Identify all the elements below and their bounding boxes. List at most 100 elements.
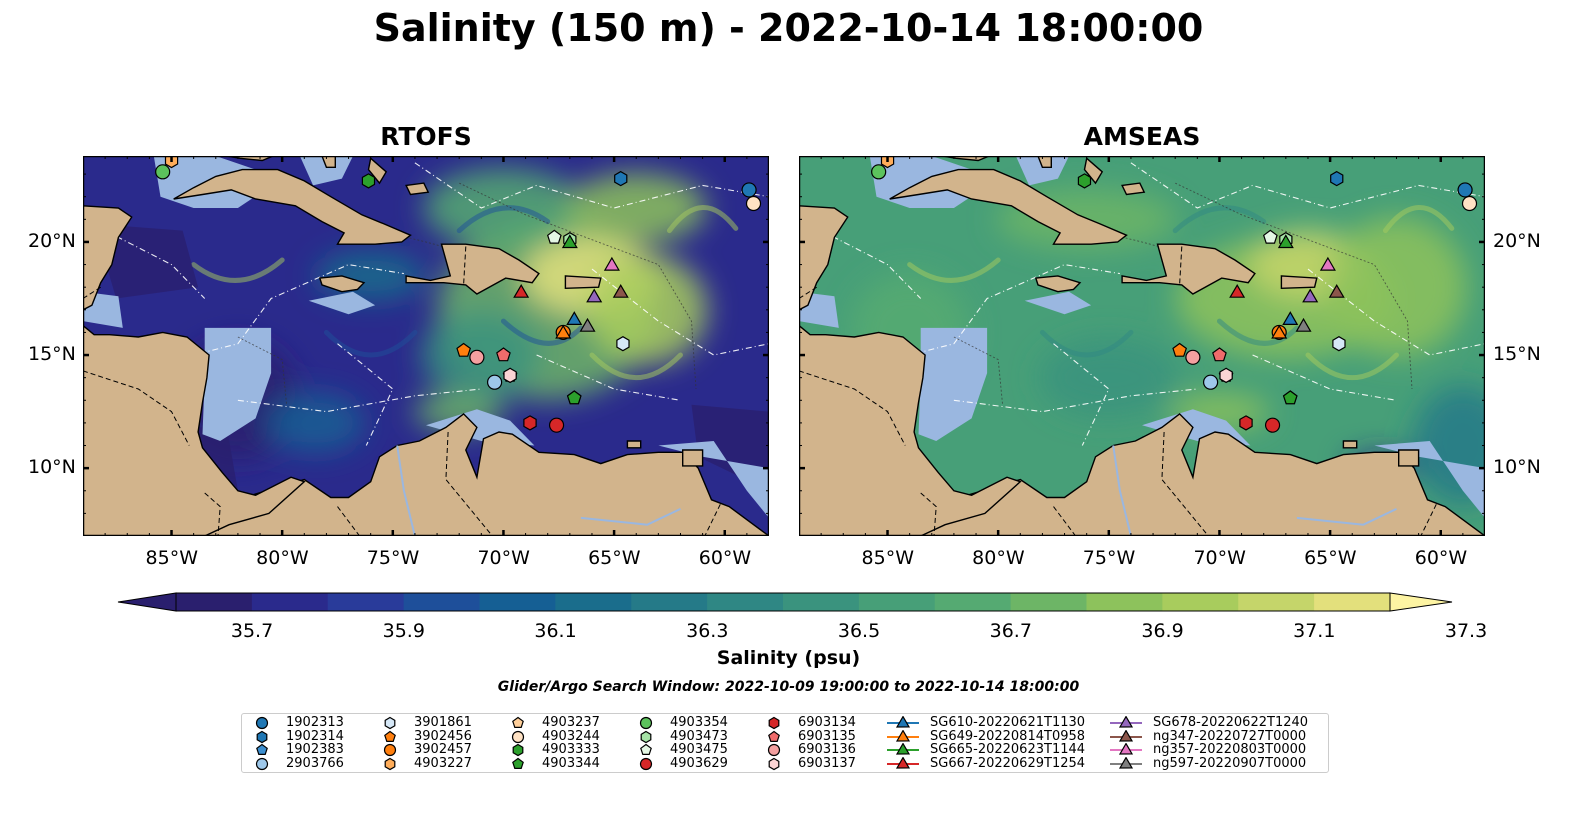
lat-tick-right: 15°N xyxy=(1493,343,1541,366)
colorbar-segment xyxy=(1086,593,1163,611)
colorbar-segment xyxy=(555,593,632,611)
legend-label: SG649-20220814T0958 xyxy=(930,728,1086,744)
obs-marker-4903475 xyxy=(546,229,562,244)
obs-marker-3901861 xyxy=(1332,336,1346,352)
legend-label: 6903136 xyxy=(798,742,856,757)
lon-tick-amseas: 85°W xyxy=(861,547,914,569)
lon-tick-rtofs: 65°W xyxy=(588,547,641,569)
legend-circle-icon xyxy=(255,757,269,770)
lon-tick-rtofs: 70°W xyxy=(477,547,530,569)
legend-triangle-icon xyxy=(887,756,919,769)
obs-marker-6903135 xyxy=(496,347,511,362)
obs-marker-sg610-20220621t1130 xyxy=(566,311,583,325)
colorbar-segment xyxy=(1162,593,1239,611)
legend-label: SG610-20220621T1130 xyxy=(930,715,1086,730)
lat-tick-left: 20°N xyxy=(28,229,76,252)
lon-tick-amseas: 65°W xyxy=(1304,547,1357,569)
obs-marker-3901861 xyxy=(616,336,630,352)
legend-hexagon-icon xyxy=(768,716,780,730)
obs-marker-sg610-20220621t1130 xyxy=(1282,311,1299,325)
legend-hexagon-icon xyxy=(512,743,524,757)
obs-marker-4903354 xyxy=(155,164,171,180)
panel-title-amseas: AMSEAS xyxy=(1083,122,1201,151)
colorbar-segment xyxy=(707,593,784,611)
lat-tick-right: 10°N xyxy=(1493,456,1541,479)
legend-label: 4903244 xyxy=(542,728,600,744)
colorbar-tick: 36.3 xyxy=(686,620,729,642)
colorbar-segment xyxy=(479,593,556,611)
colorbar-tick: 37.3 xyxy=(1444,620,1488,642)
obs-marker-sg678-20220622t1240 xyxy=(1302,288,1319,303)
legend-triangle-icon xyxy=(1110,743,1142,755)
lon-tick-rtofs: 60°W xyxy=(698,547,752,569)
lon-tick-rtofs: 80°W xyxy=(256,547,309,569)
legend-triangle-icon xyxy=(887,716,919,728)
legend-label: 6903135 xyxy=(798,728,856,744)
obs-marker-sg667-20220629t1254 xyxy=(1229,284,1246,298)
legend-label: 4903227 xyxy=(414,755,472,771)
legend: 1902313 1902314 1902383 2903766 3901861 39024… xyxy=(241,713,1329,773)
obs-marker-4903629 xyxy=(1264,417,1281,433)
legend-circle-icon xyxy=(639,757,653,770)
legend-hexagon-icon xyxy=(768,757,780,770)
colorbar-tick: 36.1 xyxy=(534,620,577,642)
legend-circle-icon xyxy=(511,730,525,743)
lat-tick-left: 10°N xyxy=(28,456,76,479)
map-panel-rtofs xyxy=(83,156,769,536)
legend-label: 4903237 xyxy=(542,715,600,730)
colorbar-tick: 36.7 xyxy=(989,620,1032,642)
obs-marker-6903135 xyxy=(1212,347,1227,362)
figure-title: Salinity (150 m) - 2022-10-14 18:00:00 xyxy=(373,6,1204,50)
legend-pentagon-icon xyxy=(384,730,396,742)
search-window-note: Glider/Argo Search Window: 2022-10-09 19… xyxy=(497,679,1080,695)
legend-label: SG665-20220623T1144 xyxy=(930,742,1086,757)
lon-tick-rtofs: 75°W xyxy=(366,547,420,569)
obs-marker-4903244 xyxy=(1461,195,1478,212)
map-panel-amseas xyxy=(799,156,1485,536)
obs-marker-ng597-20220907t0000 xyxy=(1295,317,1312,332)
obs-marker-3902456 xyxy=(1172,342,1188,357)
colorbar-segment xyxy=(1010,593,1087,611)
legend-pentagon-icon xyxy=(512,716,524,728)
colorbar-max-arrow xyxy=(1389,592,1453,612)
obs-marker-sg665-20220623t1144 xyxy=(561,234,578,249)
obs-marker-4903344 xyxy=(1282,390,1298,405)
obs-marker-ng357-20220803t0000 xyxy=(603,256,620,271)
legend-label: ng357-20220803T0000 xyxy=(1153,742,1307,757)
legend-pentagon-icon xyxy=(768,730,780,742)
obs-marker-4903629 xyxy=(548,417,565,433)
legend-hexagon-icon xyxy=(384,716,396,730)
colorbar-label: Salinity (psu) xyxy=(716,647,861,669)
legend-triangle-icon xyxy=(887,743,919,755)
legend-hexagon-icon xyxy=(384,757,396,770)
lat-tick-right: 20°N xyxy=(1493,229,1541,252)
obs-marker-1902314 xyxy=(614,170,628,187)
obs-marker-2903766 xyxy=(487,374,503,390)
obs-marker-sg665-20220623t1144 xyxy=(1277,234,1294,249)
obs-marker-4903344 xyxy=(566,390,582,405)
lon-tick-amseas: 70°W xyxy=(1193,547,1246,569)
colorbar-segment xyxy=(176,593,253,611)
obs-marker-6903134 xyxy=(1239,415,1253,431)
colorbar-segment xyxy=(631,593,708,611)
obs-marker-4903333 xyxy=(1077,173,1092,189)
colorbar-segment xyxy=(783,593,860,611)
legend-pentagon-icon xyxy=(512,757,524,769)
legend-label: 1902383 xyxy=(286,742,344,757)
obs-marker-6903134 xyxy=(523,415,537,431)
legend-hexagon-icon xyxy=(256,730,268,743)
colorbar-segment xyxy=(1314,593,1391,611)
colorbar-tick: 37.1 xyxy=(1293,620,1336,642)
obs-marker-4903354 xyxy=(871,164,887,180)
obs-marker-2903766 xyxy=(1203,374,1219,390)
legend-label: ng597-20220907T0000 xyxy=(1153,755,1307,771)
legend-label: 2903766 xyxy=(286,755,344,771)
obs-marker-4903333 xyxy=(361,173,376,189)
legend-label: SG678-20220622T1240 xyxy=(1153,715,1309,730)
legend-label: 1902313 xyxy=(286,715,344,730)
legend-label: 1902314 xyxy=(286,728,344,744)
obs-marker-sg678-20220622t1240 xyxy=(586,288,603,303)
legend-label: 6903137 xyxy=(798,755,856,771)
colorbar xyxy=(117,592,1453,612)
obs-marker-sg649-20220814t0958 xyxy=(555,324,572,339)
